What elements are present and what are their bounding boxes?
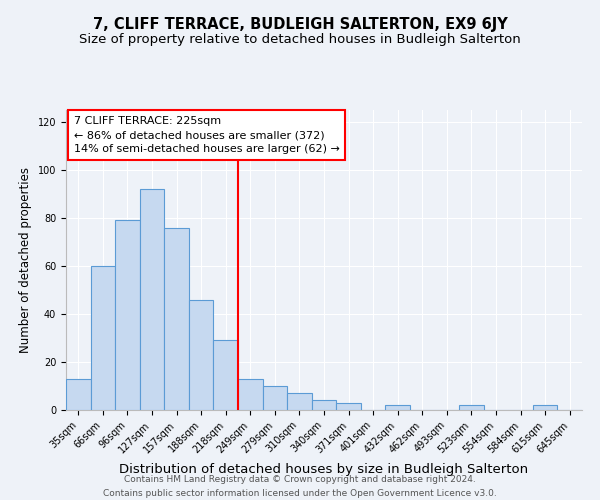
Text: 7 CLIFF TERRACE: 225sqm
← 86% of detached houses are smaller (372)
14% of semi-d: 7 CLIFF TERRACE: 225sqm ← 86% of detache… [74,116,340,154]
Text: Size of property relative to detached houses in Budleigh Salterton: Size of property relative to detached ho… [79,32,521,46]
Bar [459,405,484,410]
Text: Contains HM Land Registry data © Crown copyright and database right 2024.
Contai: Contains HM Land Registry data © Crown c… [103,476,497,498]
Bar [115,220,140,410]
Bar [164,228,189,410]
Bar [214,340,238,410]
Bar [385,405,410,410]
Bar [140,189,164,410]
Bar [66,379,91,410]
Bar [238,379,263,410]
Bar [287,393,312,410]
X-axis label: Distribution of detached houses by size in Budleigh Salterton: Distribution of detached houses by size … [119,463,529,476]
Bar [336,403,361,410]
Bar [312,400,336,410]
Bar [189,300,214,410]
Bar [91,266,115,410]
Text: 7, CLIFF TERRACE, BUDLEIGH SALTERTON, EX9 6JY: 7, CLIFF TERRACE, BUDLEIGH SALTERTON, EX… [92,18,508,32]
Bar [263,386,287,410]
Bar [533,405,557,410]
Y-axis label: Number of detached properties: Number of detached properties [19,167,32,353]
